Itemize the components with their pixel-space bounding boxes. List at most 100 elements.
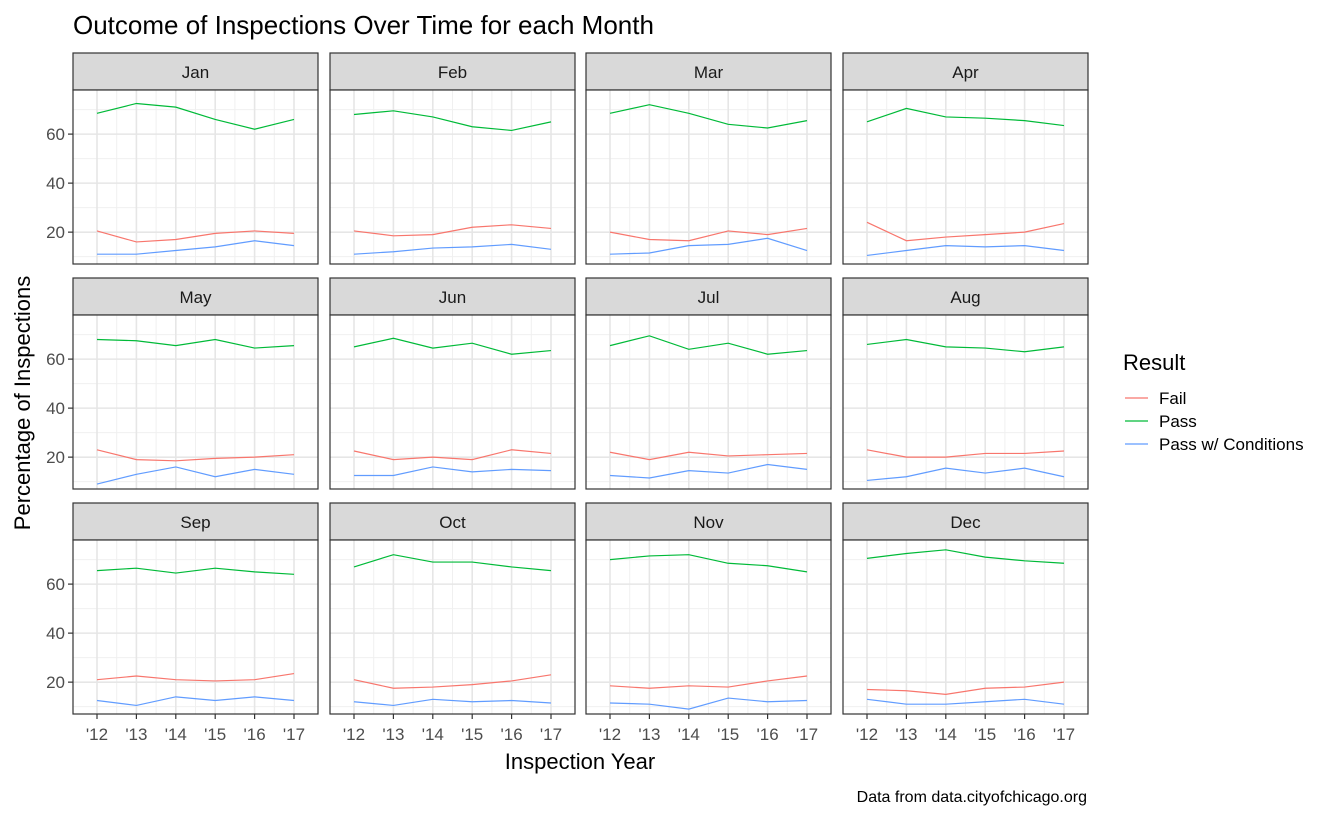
- legend-label: Pass w/ Conditions: [1159, 435, 1304, 454]
- facet-grid: Jan 20 40 60 Feb Mar Apr May 20 40 60 Jun Jul Aug Sep 2…: [46, 52, 1089, 744]
- facet-strip-label: Mar: [694, 63, 724, 82]
- series-line-fail: [96, 672, 295, 682]
- x-tick-label: '15: [717, 725, 739, 744]
- facet-strip-label: Oct: [439, 513, 466, 532]
- series-line-pass-w-conditions: [353, 698, 552, 707]
- facet-strip: [72, 277, 319, 316]
- series-line-fail: [609, 227, 808, 242]
- x-tick-label: '17: [796, 725, 818, 744]
- y-tick-label: 40: [46, 399, 65, 418]
- x-tick-label: '14: [678, 725, 700, 744]
- facet-strip-label: Apr: [952, 63, 979, 82]
- x-tick-label: '13: [382, 725, 404, 744]
- facet-strip: [72, 52, 319, 91]
- series-line-fail: [353, 224, 552, 237]
- series-line-pass-w-conditions: [866, 245, 1065, 257]
- facet-strip-label: Jun: [439, 288, 466, 307]
- panel-border: [842, 89, 1089, 265]
- facet-jul: Jul: [585, 277, 832, 490]
- x-tick-label: '16: [244, 725, 266, 744]
- y-tick-label: 20: [46, 673, 65, 692]
- facet-strip-label: Feb: [438, 63, 467, 82]
- panel-border: [329, 314, 576, 490]
- facet-strip-label: Nov: [693, 513, 724, 532]
- series-line-fail: [353, 449, 552, 461]
- x-tick-label: '16: [1014, 725, 1036, 744]
- x-tick-label: '12: [599, 725, 621, 744]
- facet-jun: Jun: [329, 277, 576, 490]
- series-line-fail: [609, 675, 808, 689]
- panel-border: [842, 314, 1089, 490]
- series-line-pass-w-conditions: [353, 243, 552, 255]
- panel-border: [585, 89, 832, 265]
- series-line-fail: [96, 230, 295, 243]
- series-line-fail: [866, 681, 1065, 695]
- facet-strip-label: May: [179, 288, 212, 307]
- series-line-pass: [609, 335, 808, 355]
- y-tick-label: 60: [46, 575, 65, 594]
- series-line-pass: [96, 338, 295, 349]
- facet-strip-label: Sep: [180, 513, 210, 532]
- panel-border: [842, 539, 1089, 715]
- x-tick-label: '17: [283, 725, 305, 744]
- legend-item-fail: Fail: [1125, 389, 1186, 408]
- series-line-pass-w-conditions: [96, 466, 295, 485]
- y-tick-label: 40: [46, 174, 65, 193]
- legend-item-pass: Pass: [1125, 412, 1197, 431]
- x-axis-title: Inspection Year: [505, 749, 655, 774]
- series-line-pass: [866, 338, 1065, 353]
- chart-title: Outcome of Inspections Over Time for eac…: [73, 10, 654, 40]
- facet-strip-label: Dec: [950, 513, 981, 532]
- series-line-pass: [866, 107, 1065, 127]
- x-tick-label: '15: [974, 725, 996, 744]
- x-tick-label: '12: [856, 725, 878, 744]
- facet-strip: [585, 52, 832, 91]
- x-tick-label: '12: [343, 725, 365, 744]
- y-tick-label: 20: [46, 223, 65, 242]
- panel-border: [329, 539, 576, 715]
- y-axis-title: Percentage of Inspections: [10, 276, 35, 530]
- y-tick-label: 40: [46, 624, 65, 643]
- series-line-fail: [96, 449, 295, 462]
- x-tick-label: '16: [757, 725, 779, 744]
- y-tick-label: 20: [46, 448, 65, 467]
- panel-border: [329, 89, 576, 265]
- facet-oct: Oct '12 '13 '14 '15 '16 '17: [329, 502, 576, 744]
- series-line-pass: [96, 567, 295, 575]
- x-tick-label: '16: [501, 725, 523, 744]
- series-line-pass-w-conditions: [609, 237, 808, 255]
- series-line-pass: [866, 549, 1065, 564]
- series-line-pass-w-conditions: [96, 696, 295, 707]
- x-tick-label: '14: [165, 725, 187, 744]
- facet-strip: [585, 502, 832, 541]
- facet-strip: [842, 277, 1089, 316]
- facet-mar: Mar: [585, 52, 832, 265]
- legend: Result Fail Pass Pass w/ Conditions: [1123, 350, 1304, 454]
- series-line-fail: [866, 221, 1065, 242]
- x-tick-label: '12: [86, 725, 108, 744]
- x-tick-label: '13: [638, 725, 660, 744]
- series-line-fail: [353, 674, 552, 689]
- facet-strip: [72, 502, 319, 541]
- caption: Data from data.cityofchicago.org: [857, 789, 1087, 806]
- series-line-pass: [609, 554, 808, 573]
- facet-apr: Apr: [842, 52, 1089, 265]
- series-line-fail: [609, 451, 808, 461]
- legend-item-pass-w-conditions: Pass w/ Conditions: [1125, 435, 1304, 454]
- series-line-pass: [353, 110, 552, 132]
- facet-strip-label: Jan: [182, 63, 209, 82]
- facet-sep: Sep 20 40 60 '12 '13 '14 '15 '16 '17: [46, 502, 319, 744]
- panel-border: [72, 314, 319, 490]
- facet-jan: Jan 20 40 60: [46, 52, 319, 265]
- series-line-pass-w-conditions: [866, 698, 1065, 705]
- facet-strip-label: Aug: [950, 288, 980, 307]
- x-tick-label: '17: [540, 725, 562, 744]
- panel-border: [72, 539, 319, 715]
- facet-dec: Dec '12 '13 '14 '15 '16 '17: [842, 502, 1089, 744]
- legend-label: Fail: [1159, 389, 1186, 408]
- facet-strip-label: Jul: [698, 288, 720, 307]
- series-line-pass: [96, 102, 295, 130]
- series-line-pass-w-conditions: [866, 467, 1065, 482]
- legend-label: Pass: [1159, 412, 1197, 431]
